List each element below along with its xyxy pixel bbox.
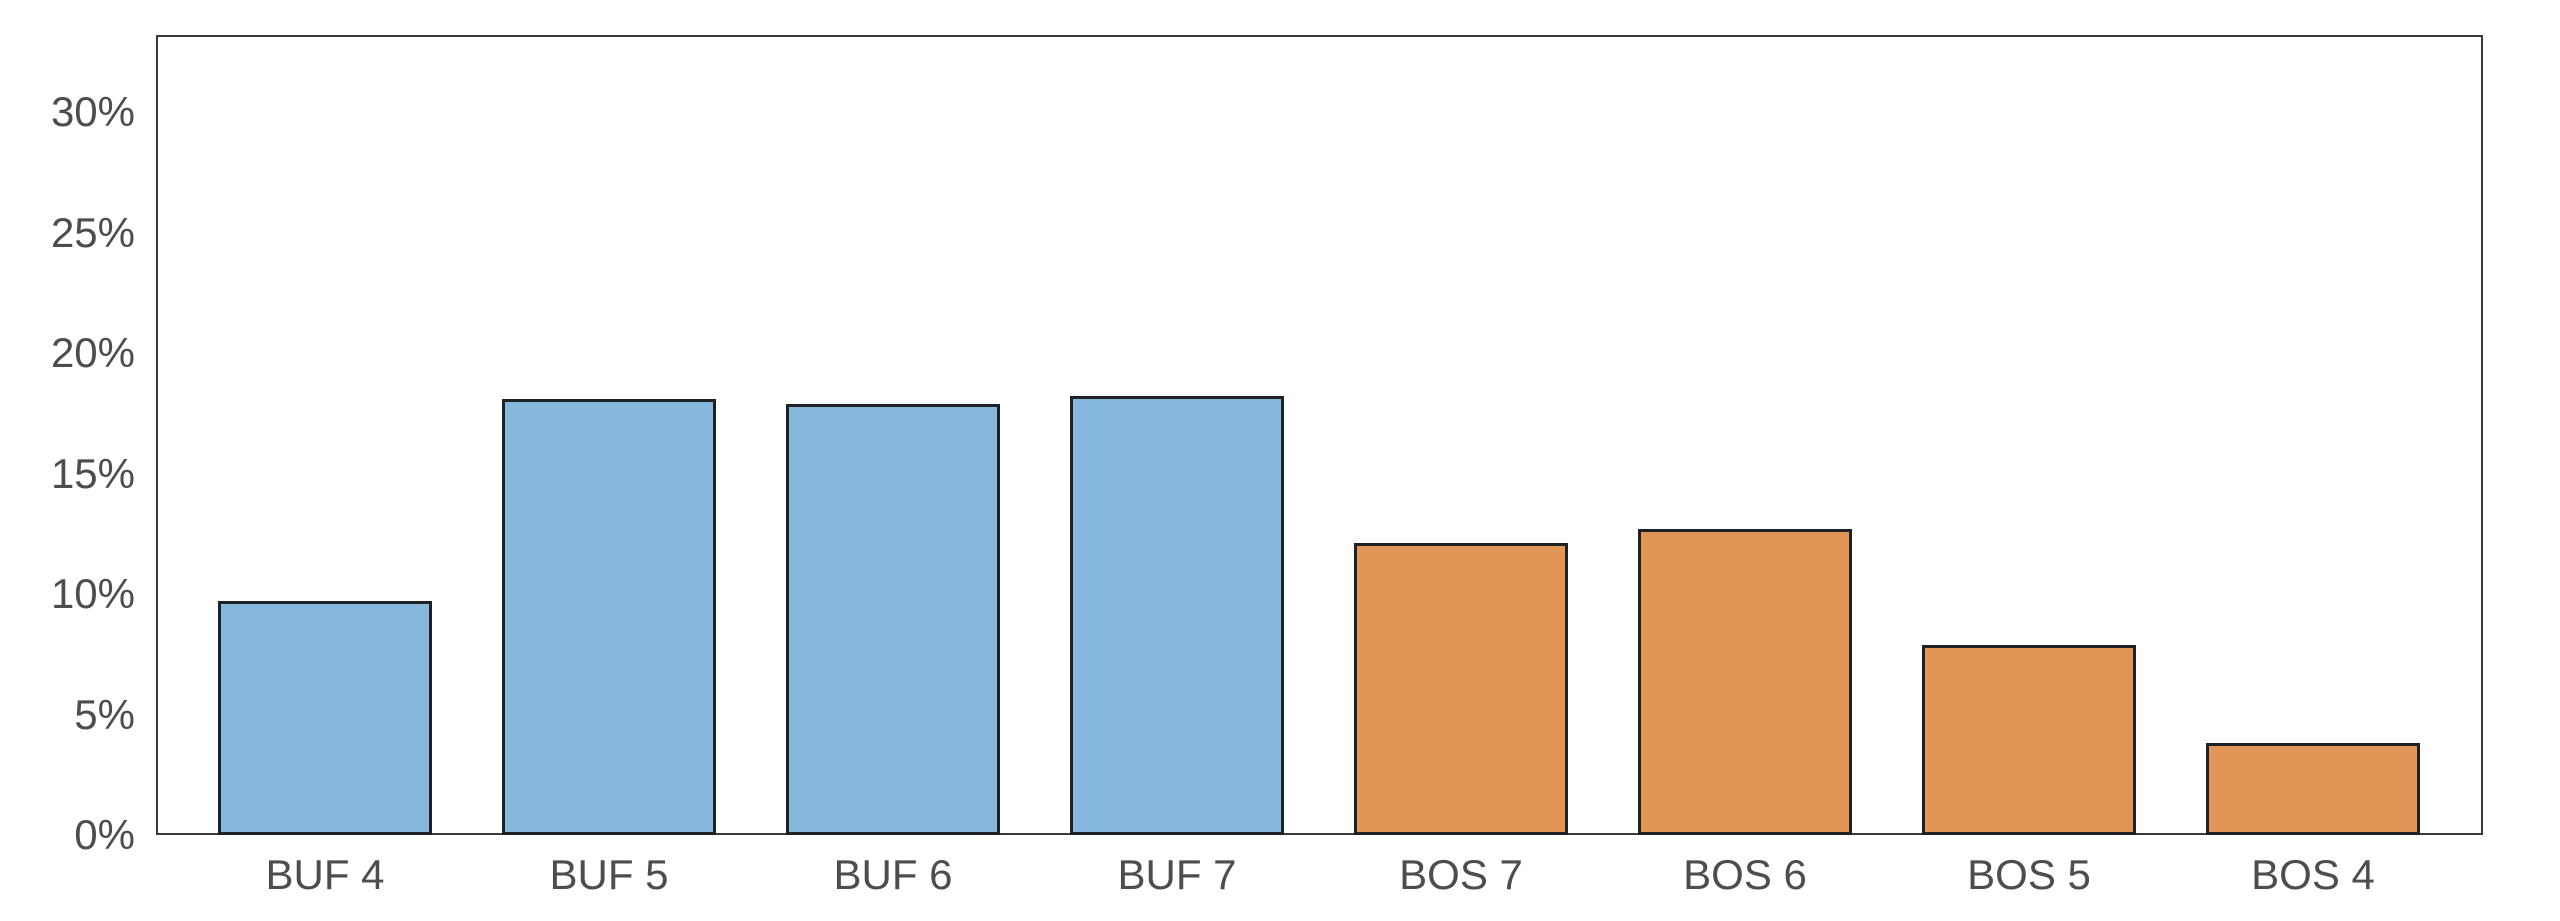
bar-bos-4 xyxy=(2206,743,2420,835)
x-tick-label: BOS 4 xyxy=(2251,851,2375,898)
x-tick-label: BOS 7 xyxy=(1399,851,1523,898)
bar-bos-5 xyxy=(1922,644,2136,835)
y-tick-label: 15% xyxy=(50,449,135,497)
x-tick-label: BOS 5 xyxy=(1967,851,2091,898)
y-tick-label: 0% xyxy=(74,811,135,858)
y-tick-label: 5% xyxy=(74,690,135,738)
bar-buf-7 xyxy=(1070,396,1284,835)
y-tick-label: 30% xyxy=(50,88,135,136)
x-tick-label: BUF 6 xyxy=(833,851,953,898)
y-tick-label: 10% xyxy=(50,570,135,618)
bar-buf-4 xyxy=(218,601,432,835)
x-tick-label: BUF 4 xyxy=(265,851,385,898)
y-tick-label: 25% xyxy=(50,208,135,256)
y-tick-label: 20% xyxy=(50,329,135,377)
bar-bos-7 xyxy=(1354,543,1568,835)
bar-buf-5 xyxy=(502,398,716,835)
x-tick-label: BUF 5 xyxy=(549,851,669,898)
x-tick-label: BOS 6 xyxy=(1683,851,1807,898)
bar-bos-6 xyxy=(1638,528,1852,835)
bar-buf-6 xyxy=(786,403,1000,835)
x-tick-label: BUF 7 xyxy=(1117,851,1237,898)
